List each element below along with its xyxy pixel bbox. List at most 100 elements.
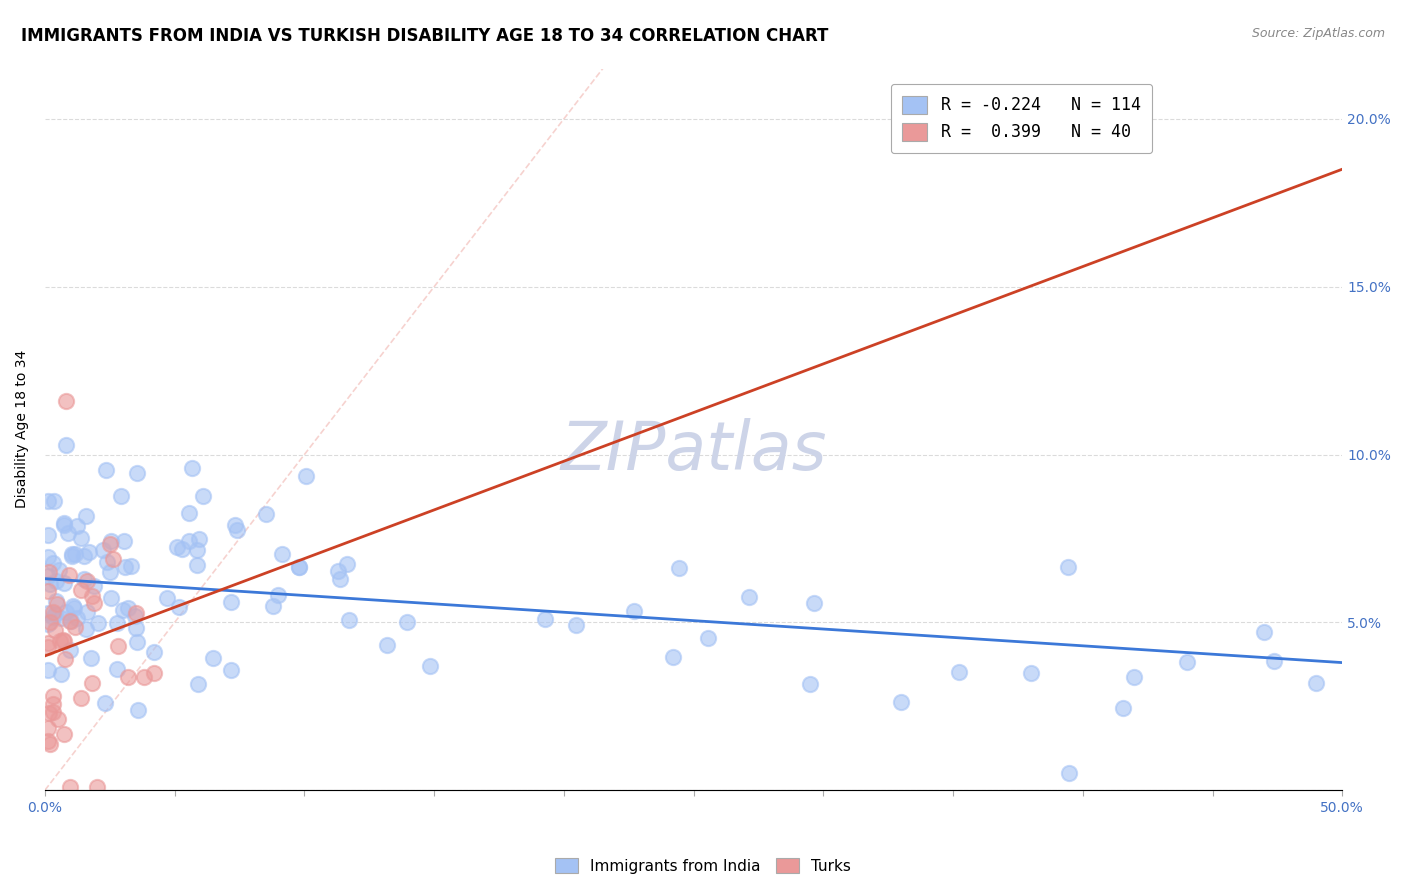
Point bbox=[39, 615, 62, 630]
Point bbox=[112, 534, 135, 549]
Point bbox=[738, 591, 761, 605]
Point bbox=[110, 489, 132, 503]
Text: Source: ZipAtlas.com: Source: ZipAtlas.com bbox=[1251, 27, 1385, 40]
Point bbox=[125, 621, 148, 635]
Point bbox=[1305, 676, 1327, 690]
Point bbox=[181, 461, 204, 475]
Point bbox=[37, 617, 59, 632]
Point bbox=[80, 676, 103, 690]
Point bbox=[37, 549, 59, 564]
Point bbox=[52, 516, 75, 530]
Point bbox=[98, 565, 121, 579]
Text: ZIPatlas: ZIPatlas bbox=[561, 418, 827, 484]
Point bbox=[534, 612, 557, 626]
Point bbox=[224, 518, 246, 533]
Point bbox=[42, 605, 65, 619]
Point bbox=[38, 577, 60, 591]
Point bbox=[37, 528, 59, 542]
Point bbox=[51, 667, 73, 681]
Point bbox=[42, 697, 65, 711]
Point bbox=[49, 633, 72, 648]
Point bbox=[48, 564, 70, 578]
Point bbox=[167, 600, 190, 615]
Point bbox=[37, 636, 59, 650]
Point bbox=[37, 640, 59, 655]
Point bbox=[37, 606, 59, 620]
Point bbox=[53, 651, 76, 665]
Point bbox=[262, 599, 284, 614]
Point bbox=[59, 614, 82, 628]
Text: IMMIGRANTS FROM INDIA VS TURKISH DISABILITY AGE 18 TO 34 CORRELATION CHART: IMMIGRANTS FROM INDIA VS TURKISH DISABIL… bbox=[21, 27, 828, 45]
Point bbox=[419, 659, 441, 673]
Point bbox=[254, 508, 277, 522]
Point bbox=[219, 594, 242, 608]
Point bbox=[697, 631, 720, 645]
Point bbox=[77, 545, 100, 559]
Point bbox=[60, 614, 83, 628]
Point bbox=[326, 564, 349, 578]
Point bbox=[107, 639, 129, 653]
Point bbox=[55, 605, 77, 619]
Point bbox=[98, 537, 121, 551]
Point bbox=[271, 547, 294, 561]
Point bbox=[143, 645, 166, 659]
Point bbox=[83, 579, 105, 593]
Point bbox=[42, 706, 65, 720]
Point bbox=[127, 703, 149, 717]
Point bbox=[117, 601, 139, 615]
Point bbox=[1122, 669, 1144, 683]
Point bbox=[52, 632, 75, 647]
Point bbox=[623, 604, 645, 618]
Point bbox=[58, 567, 80, 582]
Point bbox=[37, 721, 59, 735]
Point bbox=[186, 558, 208, 572]
Point bbox=[186, 543, 208, 558]
Point bbox=[117, 670, 139, 684]
Point bbox=[177, 506, 200, 520]
Point bbox=[112, 603, 135, 617]
Point bbox=[37, 583, 59, 598]
Point bbox=[75, 622, 97, 636]
Point bbox=[52, 727, 75, 741]
Point bbox=[287, 560, 309, 574]
Point bbox=[179, 533, 201, 548]
Point bbox=[45, 598, 67, 612]
Point bbox=[1112, 701, 1135, 715]
Point bbox=[1253, 625, 1275, 640]
Point bbox=[226, 523, 249, 537]
Point bbox=[70, 691, 93, 706]
Y-axis label: Disability Age 18 to 34: Disability Age 18 to 34 bbox=[15, 351, 30, 508]
Point bbox=[60, 547, 83, 561]
Point bbox=[49, 611, 72, 625]
Point bbox=[70, 583, 93, 598]
Point bbox=[172, 541, 194, 556]
Point bbox=[55, 393, 77, 408]
Point bbox=[42, 689, 65, 703]
Point bbox=[46, 712, 69, 726]
Point bbox=[53, 634, 76, 648]
Point bbox=[62, 599, 84, 614]
Point bbox=[73, 549, 96, 564]
Point bbox=[37, 494, 59, 508]
Point bbox=[142, 666, 165, 681]
Point bbox=[94, 463, 117, 477]
Point bbox=[329, 572, 352, 586]
Point bbox=[336, 558, 359, 572]
Legend: Immigrants from India, Turks: Immigrants from India, Turks bbox=[548, 852, 858, 880]
Point bbox=[96, 555, 118, 569]
Point bbox=[72, 572, 94, 586]
Point bbox=[948, 665, 970, 679]
Point bbox=[124, 609, 146, 624]
Point bbox=[55, 438, 77, 452]
Point bbox=[63, 620, 86, 634]
Point bbox=[105, 616, 128, 631]
Point bbox=[191, 489, 214, 503]
Point bbox=[37, 734, 59, 748]
Point bbox=[63, 600, 86, 615]
Point bbox=[100, 534, 122, 549]
Point bbox=[188, 532, 211, 546]
Point bbox=[127, 635, 149, 649]
Point bbox=[41, 610, 63, 624]
Point bbox=[120, 558, 142, 573]
Point bbox=[1056, 560, 1078, 574]
